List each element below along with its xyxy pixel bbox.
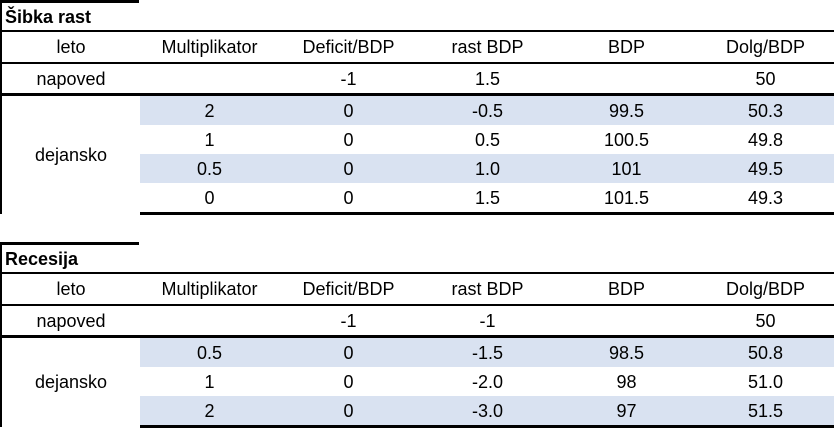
cell: -3.0 [418,396,557,428]
cell: -1 [418,305,557,338]
cell [557,63,696,96]
forecast-row: napoved -1 -1 50 [1,305,834,338]
row-label-dejansko: dejansko [34,144,108,165]
cell: 98.5 [557,336,696,367]
cell: 51.5 [696,396,834,428]
cell [557,305,696,338]
cell: 1 [204,371,215,392]
cell: 2 [140,94,279,125]
header-bdp: BDP [557,31,696,64]
title-top-border [0,242,139,245]
cell: -1.5 [418,336,557,367]
cell: -1 [279,305,418,338]
cell: 0 [279,183,418,215]
cell: -2.0 [471,371,504,392]
cell: 0 [343,371,354,392]
cell: 0 [343,129,354,150]
header-multiplikator: Multiplikator [140,31,279,64]
cell: 0.5 [140,154,279,183]
cell: 50.8 [696,336,834,367]
cell: 0 [279,94,418,125]
actual-row: 1 0 0.5 100.5 49.8 [1,125,834,154]
cell: 1.0 [418,154,557,183]
actual-row: dejansko 0.5 0 -1.5 98.5 50.8 [1,336,834,391]
cell: 99.5 [557,94,696,125]
actual-row: 0.5 0 1.0 101 49.5 [1,154,834,183]
forecast-row: napoved -1 1.5 50 [1,63,834,96]
cell: 0 [279,154,418,183]
sheet: Šibka rast leto Multiplikator Deficit/BD… [0,0,834,428]
row-label-napoved: napoved [1,305,140,338]
weak-growth-table: Šibka rast leto Multiplikator Deficit/BD… [0,3,834,215]
cell: 50.3 [696,94,834,125]
cell: 0.5 [140,336,279,367]
cell: 0.5 [474,129,501,150]
cell: 50 [696,63,834,96]
cell: 50 [696,305,834,338]
weak-growth-table-block: Šibka rast leto Multiplikator Deficit/BD… [0,0,834,215]
header-deficit-bdp: Deficit/BDP [279,273,418,306]
cell: 101.5 [557,183,696,215]
cell: 49.3 [696,183,834,215]
actual-row: 2 0 -3.0 97 51.5 [1,396,834,428]
row-label-dejansko: dejansko [34,372,108,393]
recession-table-block: Recesija leto Multiplikator Deficit/BDP … [0,242,834,428]
column-header-row: leto Multiplikator Deficit/BDP rast BDP … [1,31,834,64]
cell: 1 [204,129,215,150]
cell [140,305,279,338]
header-dolg-bdp: Dolg/BDP [696,273,834,306]
row-label-napoved: napoved [1,63,140,96]
table-title: Šibka rast [1,3,834,32]
header-bdp: BDP [557,273,696,306]
table-title-row: Šibka rast [1,3,834,32]
actual-row: 0 0 1.5 101.5 49.3 [1,183,834,215]
cell: 51.0 [747,371,784,392]
header-dolg-bdp: Dolg/BDP [696,31,834,64]
header-multiplikator: Multiplikator [140,273,279,306]
actual-row: 1 0 -2.0 98 51.0 [1,367,834,396]
actual-row: dejansko 2 0 -0.5 99.5 50.3 [1,94,834,164]
header-leto: leto [1,273,140,306]
header-rast-bdp: rast BDP [418,273,557,306]
cell: 0 [140,183,279,215]
cell: 100.5 [603,129,650,150]
title-top-border [0,0,139,3]
cell [140,63,279,96]
cell: 97 [557,396,696,428]
table-title: Recesija [1,245,834,274]
header-rast-bdp: rast BDP [418,31,557,64]
cell: 1.5 [418,183,557,215]
cell: 98 [616,371,637,392]
header-deficit-bdp: Deficit/BDP [279,31,418,64]
cell: 49.8 [748,129,784,150]
cell: -0.5 [418,94,557,125]
cell: 0 [279,336,418,367]
cell: 2 [140,396,279,428]
column-header-row: leto Multiplikator Deficit/BDP rast BDP … [1,273,834,306]
recession-table: Recesija leto Multiplikator Deficit/BDP … [0,245,834,428]
cell: 101 [557,154,696,183]
cell: 49.5 [696,154,834,183]
table-title-row: Recesija [1,245,834,274]
cell: 0 [279,396,418,428]
cell: -1 [279,63,418,96]
cell: 1.5 [418,63,557,96]
header-leto: leto [1,31,140,64]
